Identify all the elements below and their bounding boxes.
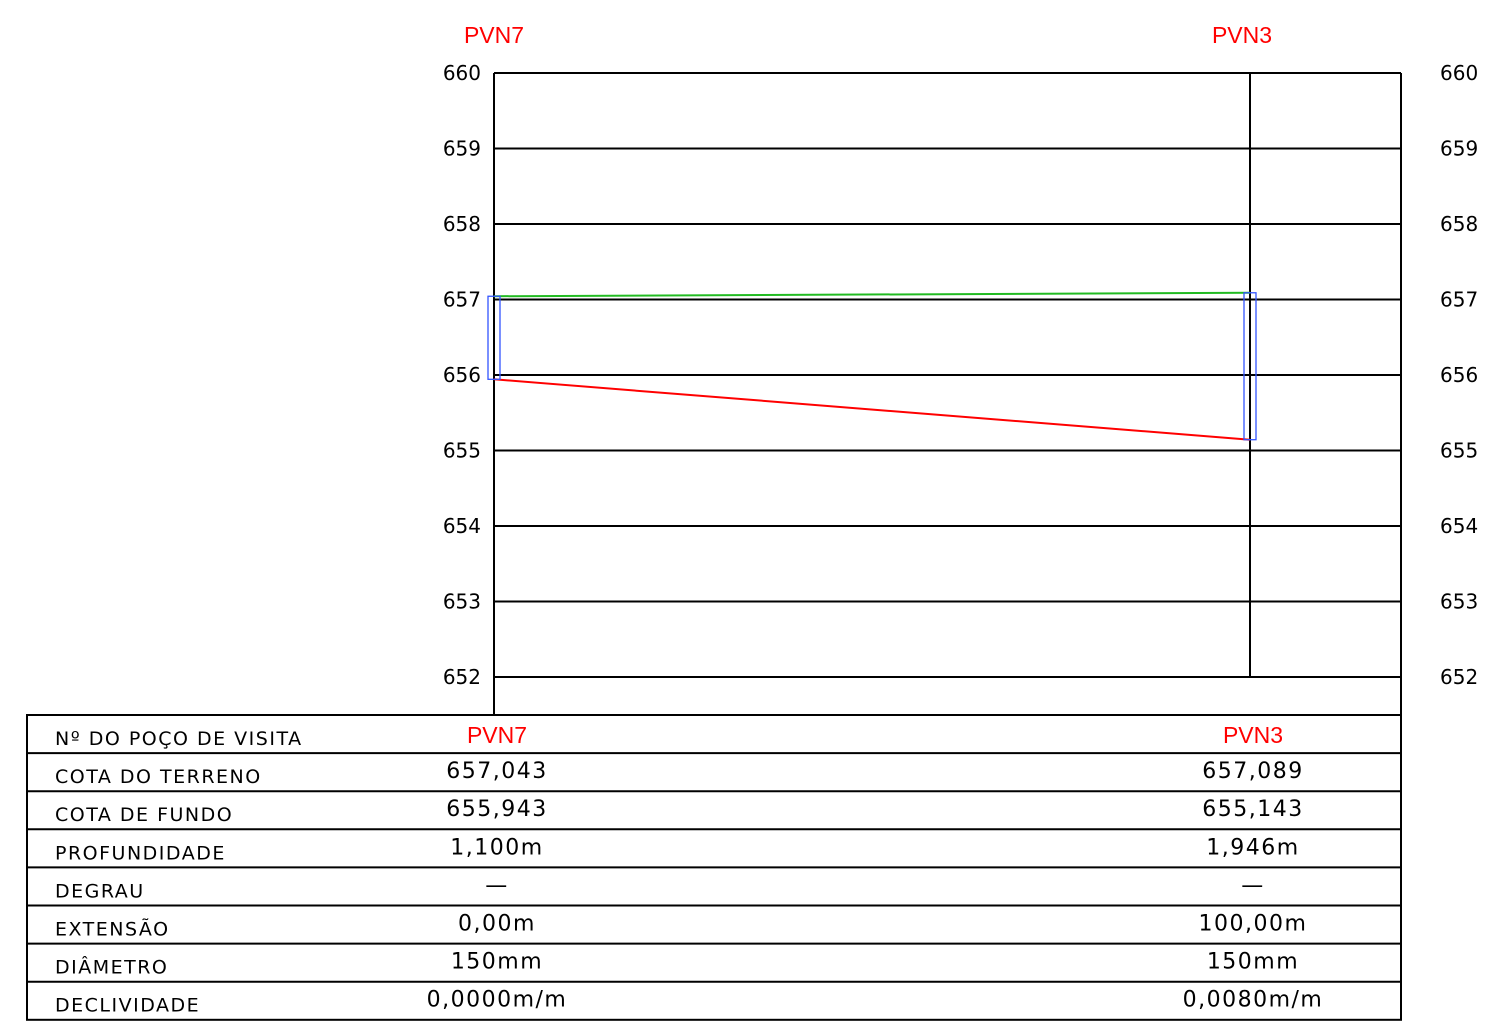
elevation-tick-label-left: 653 [443,590,481,614]
station-label-top: PVN7 [464,22,524,48]
table-value-cell: 657,089 [1202,759,1303,784]
elevation-tick-label-left: 658 [443,212,481,236]
elevation-tick-label-right: 654 [1440,514,1478,538]
elevation-tick-label-left: 654 [443,514,481,538]
table-value-cell: 655,143 [1202,797,1303,822]
station-label-top: PVN3 [1212,22,1272,48]
table-row-label: DEGRAU [55,880,145,902]
elevation-tick-label-right: 652 [1440,665,1478,689]
table-value-cell: 655,943 [446,797,547,822]
table-row-label: DECLIVIDADE [55,995,200,1017]
elevation-tick-label-right: 659 [1440,137,1478,161]
elevation-tick-label-right: 656 [1440,363,1478,387]
table-value-cell: — [485,873,509,898]
elevation-tick-label-left: 656 [443,363,481,387]
manhole-outline [487,295,501,380]
elevation-axis-labels: 660 660 659 659 658 658 657 657 656 656 655 655 654 6… [443,61,1478,689]
table-value-cell: 0,0080m/m [1183,988,1324,1013]
manhole-outline [1243,292,1257,441]
table-row-label: COTA DE FUNDO [55,804,233,826]
elevation-tick-label-left: 659 [443,137,481,161]
profile-data-table: Nº DO POÇO DE VISITA PVN7 PVN3 COTA DO TERR… [26,714,1402,1021]
elevation-tick-label-right: 653 [1440,590,1478,614]
elevation-tick-label-left: 660 [443,61,481,85]
table-station-cell: PVN7 [467,722,527,748]
elevation-tick-label-right: 657 [1440,288,1478,312]
pipe-invert-line [493,378,1251,441]
table-row-label: COTA DO TERRENO [55,766,262,788]
table-value-cell: 150mm [451,950,543,975]
table-row-label: DIÂMETRO [55,956,168,979]
table-row-label: PROFUNDIDADE [55,842,226,864]
elevation-tick-label-left: 657 [443,288,481,312]
table-value-cell: 1,100m [450,835,543,860]
elevation-grid [493,72,1402,715]
elevation-tick-label-right: 655 [1440,439,1478,463]
elevation-tick-label-left: 655 [443,439,481,463]
table-value-cell: 1,946m [1206,835,1299,860]
terrain-line [493,291,1251,298]
profile-lines [487,291,1257,441]
table-value-cell: — [1241,873,1265,898]
table-value-cell: 657,043 [446,759,547,784]
table-value-cell: 0,00m [458,912,536,937]
table-row-label: Nº DO POÇO DE VISITA [55,728,303,750]
table-value-cell: 150mm [1207,950,1299,975]
table-value-cell: 0,0000m/m [427,988,568,1013]
table-value-cell: 100,00m [1199,912,1308,937]
elevation-tick-label-right: 658 [1440,212,1478,236]
table-station-cell: PVN3 [1223,722,1283,748]
table-row-label: EXTENSÃO [55,918,170,941]
elevation-tick-label-right: 660 [1440,61,1478,85]
elevation-tick-label-left: 652 [443,665,481,689]
